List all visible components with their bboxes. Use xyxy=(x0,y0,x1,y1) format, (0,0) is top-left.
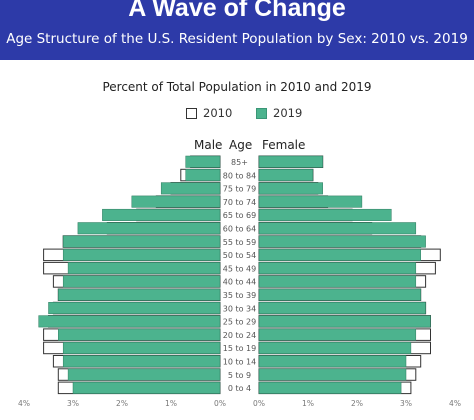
age-column-label: Age xyxy=(229,138,253,152)
bar-male-2019-30-to-34 xyxy=(48,302,221,315)
age-label-5-to-9: 5 to 9 xyxy=(228,371,251,380)
age-label-30-to-34: 30 to 34 xyxy=(223,304,256,313)
bar-female-2019-40-to-44 xyxy=(258,275,417,288)
legend-label-2019: 2019 xyxy=(273,106,303,120)
tick-female-1pct: 1% xyxy=(302,399,314,408)
age-label-20-to-24: 20 to 24 xyxy=(223,331,256,340)
header-banner: A Wave of Change Age Structure of the U.… xyxy=(0,0,474,60)
age-label-60-to-64: 60 to 64 xyxy=(223,225,256,234)
legend-swatch-2010 xyxy=(186,107,197,119)
tick-female-4pct: 4% xyxy=(449,399,461,408)
tick-male-3pct: 3% xyxy=(67,399,79,408)
bar-male-2019-15-to-19 xyxy=(62,341,221,354)
bar-female-2019-25-to-29 xyxy=(258,315,431,328)
bar-male-2019-75-to-79 xyxy=(160,182,221,195)
legend-item-2019: 2019 xyxy=(256,106,302,120)
age-label-50-to-54: 50 to 54 xyxy=(223,251,256,260)
bar-male-2019-60-to-64 xyxy=(77,222,221,235)
bar-female-2019-80-to-84 xyxy=(258,169,314,182)
bar-male-2019-35-to-39 xyxy=(58,288,221,301)
bar-male-2019-20-to-24 xyxy=(58,328,221,341)
bar-female-2019-75-to-79 xyxy=(258,182,323,195)
bar-male-2019-50-to-54 xyxy=(62,248,221,261)
age-label-25-to-29: 25 to 29 xyxy=(223,318,256,327)
bar-male-2019-85plus xyxy=(185,155,221,168)
bar-male-2019-5-to-9 xyxy=(67,368,221,381)
bar-male-2019-65-to-69 xyxy=(102,208,221,221)
age-label-55-to-59: 55 to 59 xyxy=(223,238,256,247)
legend-label-2010: 2010 xyxy=(203,106,233,120)
tick-male-2pct: 2% xyxy=(116,399,128,408)
bar-female-2019-30-to-34 xyxy=(258,302,426,315)
bar-female-2019-0-to-4 xyxy=(258,381,402,394)
tick-male-0pct: 0% xyxy=(214,399,226,408)
bar-male-2019-40-to-44 xyxy=(62,275,221,288)
bar-female-2019-70-to-74 xyxy=(258,195,363,208)
tick-female-0pct: 0% xyxy=(253,399,265,408)
age-label-45-to-49: 45 to 49 xyxy=(223,264,256,273)
bar-female-2019-85plus xyxy=(258,155,323,168)
age-label-35-to-39: 35 to 39 xyxy=(223,291,256,300)
age-label-0-to-4: 0 to 4 xyxy=(228,384,251,393)
bar-male-2019-55-to-59 xyxy=(62,235,221,248)
legend-swatch-2019 xyxy=(256,107,267,119)
bar-male-2019-45-to-49 xyxy=(67,262,221,275)
bar-female-2019-45-to-49 xyxy=(258,262,417,275)
page-title: A Wave of Change xyxy=(128,0,346,22)
bar-female-2019-65-to-69 xyxy=(258,208,392,221)
age-label-85plus: 85+ xyxy=(231,158,248,167)
age-label-75-to-79: 75 to 79 xyxy=(223,185,256,194)
bar-female-2019-20-to-24 xyxy=(258,328,417,341)
page-subtitle: Age Structure of the U.S. Resident Popul… xyxy=(6,31,468,47)
legend-item-2010: 2010 xyxy=(186,106,232,120)
age-label-10-to-14: 10 to 14 xyxy=(223,358,256,367)
tick-female-3pct: 3% xyxy=(400,399,412,408)
bar-female-2019-15-to-19 xyxy=(258,341,412,354)
bar-male-2019-70-to-74 xyxy=(131,195,221,208)
bar-male-2019-0-to-4 xyxy=(72,381,221,394)
age-label-40-to-44: 40 to 44 xyxy=(223,278,256,287)
bar-female-2019-55-to-59 xyxy=(258,235,426,248)
chart-title: Percent of Total Population in 2010 and … xyxy=(102,80,372,94)
tick-male-4pct: 4% xyxy=(18,399,30,408)
age-label-15-to-19: 15 to 19 xyxy=(223,344,256,353)
tick-male-1pct: 1% xyxy=(165,399,177,408)
bar-male-2019-10-to-14 xyxy=(62,355,221,368)
bar-female-2019-60-to-64 xyxy=(258,222,417,235)
bar-male-2019-25-to-29 xyxy=(38,315,221,328)
bar-male-2019-80-to-84 xyxy=(185,169,221,182)
male-label: Male xyxy=(194,138,223,152)
tick-female-2pct: 2% xyxy=(351,399,363,408)
bar-female-2019-50-to-54 xyxy=(258,248,421,261)
bar-female-2019-35-to-39 xyxy=(258,288,421,301)
bar-female-2019-10-to-14 xyxy=(258,355,407,368)
age-label-80-to-84: 80 to 84 xyxy=(223,171,256,180)
female-label: Female xyxy=(262,138,306,152)
age-label-65-to-69: 65 to 69 xyxy=(223,211,256,220)
bar-female-2019-5-to-9 xyxy=(258,368,407,381)
age-label-70-to-74: 70 to 74 xyxy=(223,198,256,207)
